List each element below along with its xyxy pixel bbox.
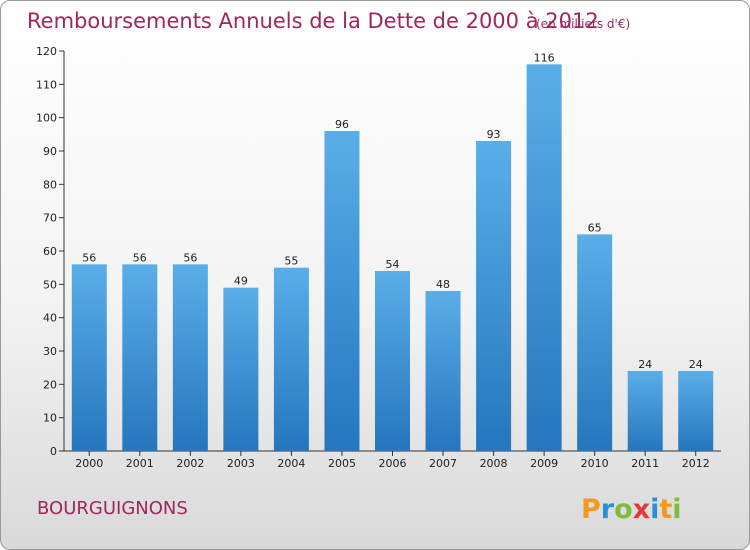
x-tick-label: 2012: [682, 457, 710, 470]
bar-2011: [627, 371, 663, 451]
value-label: 56: [133, 251, 147, 264]
bar-2012: [678, 371, 714, 451]
value-label: 93: [487, 128, 501, 141]
value-label: 24: [638, 358, 652, 371]
chart-title: Remboursements Annuels de la Dette de 20…: [27, 9, 599, 33]
value-labels: 56 56 56 49 55 96 54 48 93 116 65 24 24: [82, 51, 702, 371]
y-tick-label: 10: [43, 412, 57, 425]
x-tick-label: 2010: [581, 457, 609, 470]
x-tick-label: 2006: [379, 457, 407, 470]
x-tick-label: 2009: [530, 457, 558, 470]
y-tick-label: 100: [36, 112, 57, 125]
y-tick-label: 80: [43, 178, 57, 191]
value-label: 65: [588, 221, 602, 234]
x-tick-label: 2003: [227, 457, 255, 470]
x-tick-label: 2005: [328, 457, 356, 470]
y-tick-label: 110: [36, 78, 57, 91]
value-label: 55: [284, 255, 298, 268]
bars: [71, 64, 714, 452]
y-tick-label: 120: [36, 45, 57, 58]
proxiti-logo-text: Proxiti: [581, 494, 682, 525]
bar-2001: [122, 264, 158, 451]
bar-2009: [526, 64, 562, 452]
bar-2008: [476, 141, 512, 451]
bar-2003: [223, 287, 259, 451]
x-tick-label: 2001: [126, 457, 154, 470]
commune-name: BOURGUIGNONS: [37, 498, 188, 519]
chart-subtitle: (en milliers d'€): [536, 17, 630, 31]
bar-2007: [425, 291, 461, 451]
bar-2005: [324, 131, 360, 451]
bar-2004: [273, 267, 309, 451]
bar-2006: [375, 271, 410, 451]
value-label: 54: [386, 258, 400, 271]
value-label: 56: [183, 251, 197, 264]
y-tick-label: 70: [43, 212, 57, 225]
x-axis: 2000 2001 2002 2003 2004 2005 2006 2007 2008 2009…: [64, 450, 721, 470]
x-tick-label: 2007: [429, 457, 457, 470]
y-tick-label: 40: [43, 312, 57, 325]
value-label: 56: [82, 251, 96, 264]
y-tick-label: 30: [43, 345, 57, 358]
y-tick-label: 50: [43, 278, 57, 291]
value-label: 24: [689, 358, 703, 371]
y-tick-label: 90: [43, 145, 57, 158]
value-label: 48: [436, 278, 450, 291]
y-axis: 0 10 20 30 40 50 60 70 80 90 100 110 120: [36, 45, 65, 458]
proxiti-logo: Proxiti: [581, 494, 682, 525]
x-tick-label: 2011: [631, 457, 659, 470]
x-tick-label: 2008: [480, 457, 508, 470]
value-label: 49: [234, 275, 248, 288]
x-tick-label: 2000: [75, 457, 103, 470]
value-label: 116: [534, 51, 555, 64]
bar-2002: [172, 264, 208, 451]
y-tick-label: 20: [43, 378, 57, 391]
value-label: 96: [335, 118, 349, 131]
bar-2010: [577, 234, 613, 451]
y-tick-label: 60: [43, 245, 57, 258]
y-tick-label: 0: [50, 445, 57, 458]
bar-2000: [71, 264, 107, 451]
x-tick-label: 2002: [176, 457, 204, 470]
x-tick-label: 2004: [277, 457, 305, 470]
